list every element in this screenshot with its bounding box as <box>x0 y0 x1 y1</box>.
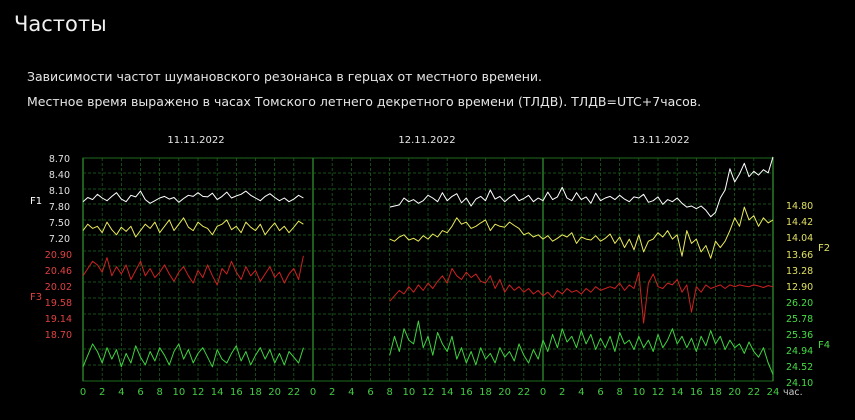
date-label: 12.11.2022 <box>398 135 455 146</box>
series-name-f2: F2 <box>818 243 830 254</box>
x-tick-label: 22 <box>517 387 530 398</box>
x-tick-label: 6 <box>597 387 603 398</box>
series-line-f2 <box>82 217 304 238</box>
chart-grid <box>82 157 774 382</box>
x-tick-label: 18 <box>479 387 492 398</box>
x-tick-label: 2 <box>329 387 335 398</box>
x-tick-label: 8 <box>156 387 162 398</box>
series-line-f2 <box>389 206 774 259</box>
series-line-f4 <box>82 343 304 368</box>
y-tick-label-f1: 7.50 <box>49 218 70 229</box>
x-tick-label: 10 <box>402 387 415 398</box>
y-tick-label-f3: 19.58 <box>45 298 72 309</box>
date-label: 13.11.2022 <box>632 135 689 146</box>
y-tick-label-f4: 24.10 <box>786 378 813 389</box>
y-tick-label-f2: 14.42 <box>786 217 813 228</box>
x-tick-label: 18 <box>709 387 722 398</box>
page-title: Частоты <box>14 12 107 36</box>
y-tick-label-f1: 7.80 <box>49 202 70 213</box>
series-line-f3 <box>389 268 774 324</box>
y-tick-label-f3: 20.46 <box>45 266 72 277</box>
y-tick-label-f4: 25.36 <box>786 330 813 341</box>
series-name-f1: F1 <box>30 196 42 207</box>
x-tick-label: 16 <box>460 387 473 398</box>
x-tick-label: 14 <box>441 387 454 398</box>
x-tick-label: 12 <box>422 387 435 398</box>
y-tick-label-f1: 8.10 <box>49 186 70 197</box>
chart-series <box>82 156 774 375</box>
y-tick-label-f4: 24.52 <box>786 362 813 373</box>
x-tick-label: 0 <box>80 387 86 398</box>
series-line-f1 <box>82 190 304 204</box>
date-label: 11.11.2022 <box>167 135 224 146</box>
x-tick-label: 6 <box>137 387 143 398</box>
x-tick-label: 0 <box>540 387 546 398</box>
y-tick-label-f2: 14.80 <box>786 201 813 212</box>
x-tick-label: 12 <box>192 387 205 398</box>
x-tick-label: 14 <box>211 387 224 398</box>
description-line-1: Зависимости частот шумановского резонанс… <box>27 69 543 84</box>
x-tick-label: 16 <box>230 387 243 398</box>
y-tick-label-f2: 13.28 <box>786 266 813 277</box>
y-tick-label-f4: 25.78 <box>786 314 813 325</box>
y-tick-label-f3: 20.02 <box>45 282 72 293</box>
y-tick-label-f3: 19.14 <box>45 314 72 325</box>
y-tick-label-f3: 18.70 <box>45 330 72 341</box>
series-name-f3: F3 <box>30 292 42 303</box>
x-tick-label: 10 <box>632 387 645 398</box>
series-line-f3 <box>82 255 304 286</box>
x-tick-label: 20 <box>498 387 511 398</box>
x-tick-label: 24 <box>767 387 780 398</box>
y-tick-label-f4: 26.20 <box>786 298 813 309</box>
x-tick-label: 18 <box>249 387 262 398</box>
x-tick-label: 8 <box>616 387 622 398</box>
x-tick-label: 22 <box>287 387 300 398</box>
y-tick-label-f2: 13.66 <box>786 250 813 261</box>
y-tick-label-f2: 14.04 <box>786 233 813 244</box>
y-tick-label-f2: 12.90 <box>786 282 813 293</box>
y-tick-label-f1: 8.40 <box>49 170 70 181</box>
x-tick-label: 10 <box>172 387 185 398</box>
x-tick-label: 20 <box>728 387 741 398</box>
x-tick-label: 14 <box>671 387 684 398</box>
x-tick-label: 22 <box>747 387 760 398</box>
description-line-2: Местное время выражено в часах Томского … <box>27 94 702 109</box>
x-tick-label: 16 <box>690 387 703 398</box>
x-tick-label: 0 <box>310 387 316 398</box>
x-tick-label: 2 <box>559 387 565 398</box>
x-tick-label: 4 <box>578 387 584 398</box>
series-name-f4: F4 <box>818 340 830 351</box>
x-tick-label: 8 <box>386 387 392 398</box>
x-tick-label: 6 <box>367 387 373 398</box>
x-tick-label: 4 <box>348 387 354 398</box>
y-tick-label-f1: 8.70 <box>49 154 70 165</box>
x-tick-label: 4 <box>118 387 124 398</box>
x-axis-label: час. <box>783 387 803 398</box>
y-tick-label-f1: 7.20 <box>49 234 70 245</box>
y-tick-label-f3: 20.90 <box>45 250 72 261</box>
y-tick-label-f4: 24.94 <box>786 346 813 357</box>
series-line-f4 <box>389 320 774 375</box>
x-tick-label: 20 <box>268 387 281 398</box>
x-tick-label: 2 <box>99 387 105 398</box>
series-line-f1 <box>389 156 774 218</box>
x-tick-label: 12 <box>652 387 665 398</box>
